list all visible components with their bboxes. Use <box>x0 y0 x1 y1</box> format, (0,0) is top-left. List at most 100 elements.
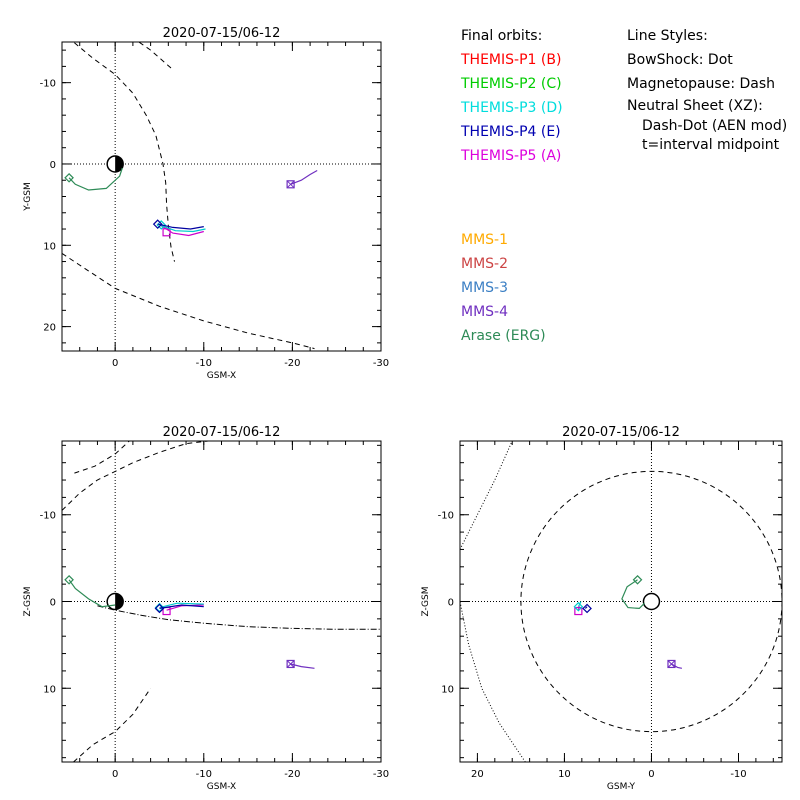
x-tick-label: 0 <box>112 769 118 780</box>
orbit-themis-p5-a <box>166 604 204 611</box>
x-tick-label: -30 <box>373 358 389 369</box>
legend-item-mms-4: MMS-4 <box>461 304 509 320</box>
plot-frame <box>61 440 382 763</box>
legend-item-mms-3: MMS-3 <box>461 280 509 296</box>
magnetopause-circle <box>520 470 782 733</box>
x-tick-label: 20 <box>471 769 484 780</box>
x-tick-label: -10 <box>730 769 746 780</box>
orbit-mms-4 <box>671 663 683 669</box>
earth-night-side <box>115 155 124 172</box>
orbit-themis-p5-a <box>160 225 204 237</box>
y-axis-label: Z-GSM <box>421 586 431 616</box>
y-tick-label: 10 <box>43 684 56 695</box>
legend-item-themis-p2: THEMIS-P2 (C) <box>461 76 562 92</box>
marker-mms-4 <box>286 180 295 189</box>
plot-frame <box>61 41 382 352</box>
legend-styles-title: Line Styles: <box>627 28 708 44</box>
legend-style-bowshock: BowShock: Dot <box>627 52 733 68</box>
magnetopause-curve <box>74 441 130 474</box>
y-tick-label: 0 <box>50 160 56 171</box>
neutral-sheet-curve <box>97 605 381 630</box>
legend-mms-arase: MMS-1 MMS-2 MMS-3 MMS-4 Arase (ERG) <box>461 228 546 348</box>
magnetopause-curve <box>62 252 315 350</box>
earth-night-side <box>115 593 124 610</box>
y-tick-label: -10 <box>40 511 56 522</box>
legend-item-themis-p1: THEMIS-P1 (B) <box>461 52 562 68</box>
legend-style-magnetopause: Magnetopause: Dash <box>627 76 776 92</box>
marker-themis-p3-d <box>156 220 167 230</box>
y-tick-label: 10 <box>441 684 454 695</box>
x-tick-label: -10 <box>196 769 212 780</box>
bowshock-curve-lower <box>460 441 513 550</box>
y-tick-label: 10 <box>43 241 56 252</box>
x-tick-label: -20 <box>284 358 300 369</box>
plot-area <box>62 42 381 351</box>
orbit-arase-erg <box>68 579 116 608</box>
x-tick-label: 10 <box>558 769 571 780</box>
legend-orbits-title: Final orbits: <box>461 28 543 44</box>
y-tick-label: 0 <box>448 598 454 609</box>
marker-themis-p3-d <box>154 602 165 613</box>
boundary-upper <box>74 42 175 262</box>
y-tick-label: 20 <box>43 323 56 334</box>
panel-title: 2020-07-15/06-12 <box>163 425 281 440</box>
legend-item-themis-p5: THEMIS-P5 (A) <box>461 148 562 164</box>
orbit-mms-4 <box>290 169 318 185</box>
legend-style-dash-dot: Dash-Dot (AEN mod) <box>642 118 788 134</box>
marker-mms-4 <box>667 659 676 669</box>
plot-area <box>62 441 381 762</box>
x-tick-label: -10 <box>196 358 212 369</box>
boundary-upper <box>73 688 152 762</box>
y-tick-label: -10 <box>438 511 454 522</box>
bowshock-curve <box>460 601 526 762</box>
x-tick-label: -30 <box>373 769 389 780</box>
panel-3: 2020-07-15/06-12 GSM-Y Z-GSM 20 10 0 -10 -10 0 10 <box>421 425 783 792</box>
marker-themis-p4-e <box>152 219 163 229</box>
x-axis-label: GSM-Y <box>607 782 636 792</box>
marker-themis-p3-d <box>573 601 584 612</box>
legend-final-orbits: Final orbits: THEMIS-P1 (B) THEMIS-P2 (C… <box>461 24 563 168</box>
legend-item-themis-p3: THEMIS-P3 (D) <box>461 100 563 116</box>
legend-item-arase: Arase (ERG) <box>461 328 546 344</box>
marker-cross-mms-4 <box>286 180 295 189</box>
y-axis-label: Z-GSM <box>23 586 33 616</box>
legend-item-themis-p4: THEMIS-P4 (E) <box>461 124 561 140</box>
boundary-lower <box>62 441 209 511</box>
orbit-themis-p4-e <box>159 604 204 609</box>
orbit-arase-erg <box>621 579 645 610</box>
x-axis-label: GSM-X <box>207 782 236 792</box>
y-tick-label: 0 <box>50 598 56 609</box>
marker-themis-p5-a <box>574 606 583 616</box>
x-tick-label: 0 <box>112 358 118 369</box>
orbit-themis-p4-e <box>584 606 588 609</box>
panel-title: 2020-07-15/06-12 <box>163 26 281 41</box>
plot-frame <box>459 440 783 763</box>
panel-title: 2020-07-15/06-12 <box>562 425 680 440</box>
legend-style-neutral-sheet: Neutral Sheet (XZ): <box>627 98 763 114</box>
panel-1: 2020-07-15/06-12 GSM-X Y-GSM 0 -10 -20 -30 -10 0… <box>23 26 389 381</box>
orbit-arase-erg <box>68 167 123 191</box>
x-tick-label: 0 <box>648 769 654 780</box>
legend-item-mms-1: MMS-1 <box>461 232 509 248</box>
y-tick-label: -10 <box>40 79 56 90</box>
plot-area <box>460 441 782 762</box>
orbit-themis-p3-d <box>159 224 206 233</box>
panel-2: 2020-07-15/06-12 GSM-X Z-GSM 0 -10 -20 -30 -10 0… <box>23 425 389 792</box>
boundary-lower <box>137 42 172 69</box>
marker-arase-erg <box>632 574 643 585</box>
marker-themis-p4-e <box>582 603 592 614</box>
legend-item-mms-2: MMS-2 <box>461 256 509 272</box>
legend-line-styles: Line Styles: BowShock: Dot Magnetopause:… <box>627 24 787 155</box>
marker-arase-erg <box>64 574 74 585</box>
marker-mms-4 <box>286 659 295 669</box>
x-tick-label: -20 <box>284 769 300 780</box>
earth-marker <box>642 592 661 611</box>
marker-cross-mms-4 <box>667 660 676 668</box>
legend-style-midpoint: t=interval midpoint <box>642 137 780 153</box>
marker-arase-erg <box>64 172 74 183</box>
marker-themis-p5-a <box>162 228 171 237</box>
marker-cross-mms-4 <box>286 660 295 668</box>
marker-themis-p4-e <box>154 603 165 614</box>
orbit-themis-p3-d <box>159 602 204 609</box>
